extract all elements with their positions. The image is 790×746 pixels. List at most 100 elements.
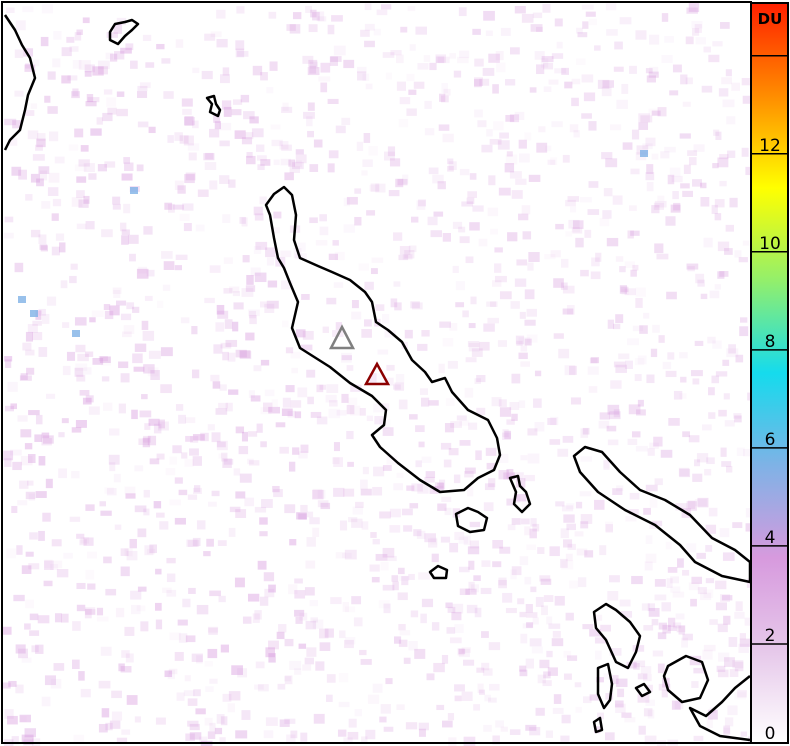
so2-pixel <box>612 195 623 205</box>
so2-pixel <box>289 539 297 546</box>
so2-pixel <box>82 17 90 24</box>
so2-pixel <box>400 26 408 33</box>
so2-pixel <box>338 701 350 708</box>
so2-pixel <box>518 139 527 149</box>
so2-pixel <box>505 79 516 86</box>
so2-pixel <box>380 4 392 10</box>
so2-pixel <box>535 707 545 716</box>
so2-pixel <box>143 489 150 498</box>
so2-pixel <box>468 560 475 570</box>
so2-pixel <box>121 173 133 181</box>
so2-pixel <box>489 138 502 145</box>
so2-pixel <box>139 410 152 418</box>
so2-pixel <box>3 682 11 689</box>
so2-pixel <box>547 159 556 165</box>
so2-pixel <box>494 275 507 283</box>
so2-pixel <box>695 37 706 45</box>
so2-pixel <box>24 64 36 72</box>
so2-pixel <box>179 213 190 221</box>
so2-pixel <box>168 668 178 675</box>
so2-pixel <box>62 365 71 376</box>
so2-pixel <box>553 333 564 339</box>
so2-pixel <box>552 630 561 638</box>
so2-pixel <box>486 129 493 137</box>
so2-pixel <box>724 717 734 727</box>
so2-pixel <box>174 651 184 661</box>
so2-pixel <box>19 480 29 489</box>
so2-pixel <box>691 20 703 29</box>
so2-pixel <box>529 87 537 93</box>
so2-pixel <box>205 152 214 160</box>
so2-pixel <box>511 373 521 384</box>
so2-pixel <box>83 195 90 204</box>
so2-pixel <box>692 179 702 187</box>
so2-pixel <box>80 537 90 544</box>
so2-pixel <box>18 648 28 659</box>
so2-pixel <box>116 108 128 117</box>
so2-pixel <box>409 503 419 509</box>
so2-pixel <box>24 110 35 116</box>
so2-pixel <box>37 133 46 142</box>
so2-pixel <box>651 205 660 214</box>
so2-pixel <box>196 604 209 615</box>
so2-pixel <box>76 604 86 612</box>
so2-pixel <box>190 436 199 443</box>
so2-pixel <box>410 216 419 223</box>
so2-pixel <box>44 95 51 103</box>
so2-pixel <box>199 736 208 743</box>
so2-pixel <box>717 157 729 168</box>
so2-pixel <box>271 139 283 147</box>
so2-pixel <box>414 648 426 659</box>
so2-pixel <box>206 538 214 547</box>
so2-pixel <box>123 203 131 214</box>
so2-pixel <box>459 588 470 596</box>
so2-pixel <box>71 91 80 99</box>
so2-pixel <box>399 630 411 636</box>
so2-pixel <box>50 564 59 570</box>
so2-pixel <box>620 611 633 618</box>
so2-pixel <box>364 3 372 11</box>
so2-pixel <box>360 29 370 37</box>
so2-pixel <box>249 315 257 325</box>
so2-pixel <box>12 120 22 129</box>
so2-pixel <box>446 627 456 634</box>
so2-pixel <box>407 6 416 12</box>
so2-pixel <box>643 708 653 717</box>
so2-pixel <box>118 403 126 414</box>
so2-pixel <box>222 458 232 468</box>
so2-pixel <box>574 531 584 537</box>
so2-pixel <box>41 696 51 707</box>
so2-pixel <box>103 304 111 311</box>
so2-pixel <box>144 545 154 556</box>
so2-pixel <box>268 406 281 414</box>
so2-pixel <box>708 387 715 396</box>
so2-pixel <box>467 191 478 198</box>
so2-pixel <box>383 603 391 614</box>
so2-pixel <box>178 414 186 424</box>
so2-pixel <box>241 710 251 720</box>
so2-pixel <box>721 77 732 85</box>
so2-pixel <box>459 236 470 244</box>
so2-pixel <box>680 376 687 383</box>
so2-pixel <box>227 703 235 713</box>
so2-pixel <box>457 648 465 656</box>
so2-pixel <box>554 68 567 74</box>
so2-pixel <box>474 77 483 86</box>
so2-pixel <box>187 143 200 151</box>
so2-pixel <box>354 216 362 226</box>
so2-pixel <box>138 438 150 445</box>
so2-pixel <box>4 709 14 719</box>
so2-pixel <box>515 478 526 488</box>
so2-pixel <box>219 122 232 131</box>
so2-pixel <box>382 584 395 591</box>
so2-pixel <box>410 301 420 309</box>
so2-pixel <box>495 720 505 728</box>
so2-pixel <box>107 107 117 115</box>
so2-pixel <box>328 150 339 159</box>
so2-pixel <box>98 680 111 689</box>
so2-pixel <box>715 131 722 141</box>
so2-pixel <box>154 602 162 611</box>
so2-pixel <box>464 387 474 398</box>
so2-pixel <box>341 355 352 361</box>
so2-pixel <box>669 167 681 177</box>
